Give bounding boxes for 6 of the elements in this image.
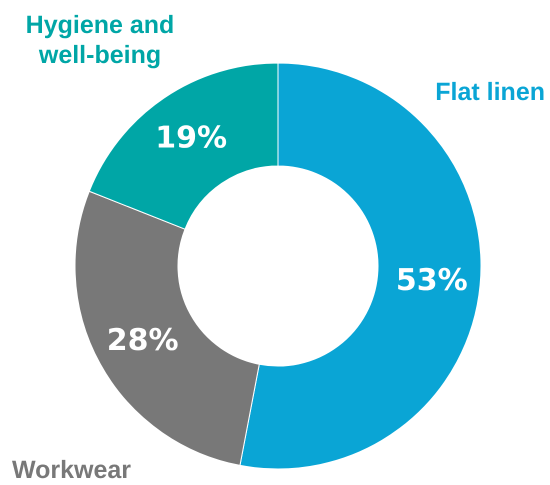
slice-label: Flat linen [435,78,545,106]
data-label: 53% [396,263,468,298]
slice-label: Workwear [12,456,132,484]
data-label: 28% [106,322,179,358]
slice-label: Hygiene and well-being [26,11,174,69]
data-label: 19% [155,120,228,156]
